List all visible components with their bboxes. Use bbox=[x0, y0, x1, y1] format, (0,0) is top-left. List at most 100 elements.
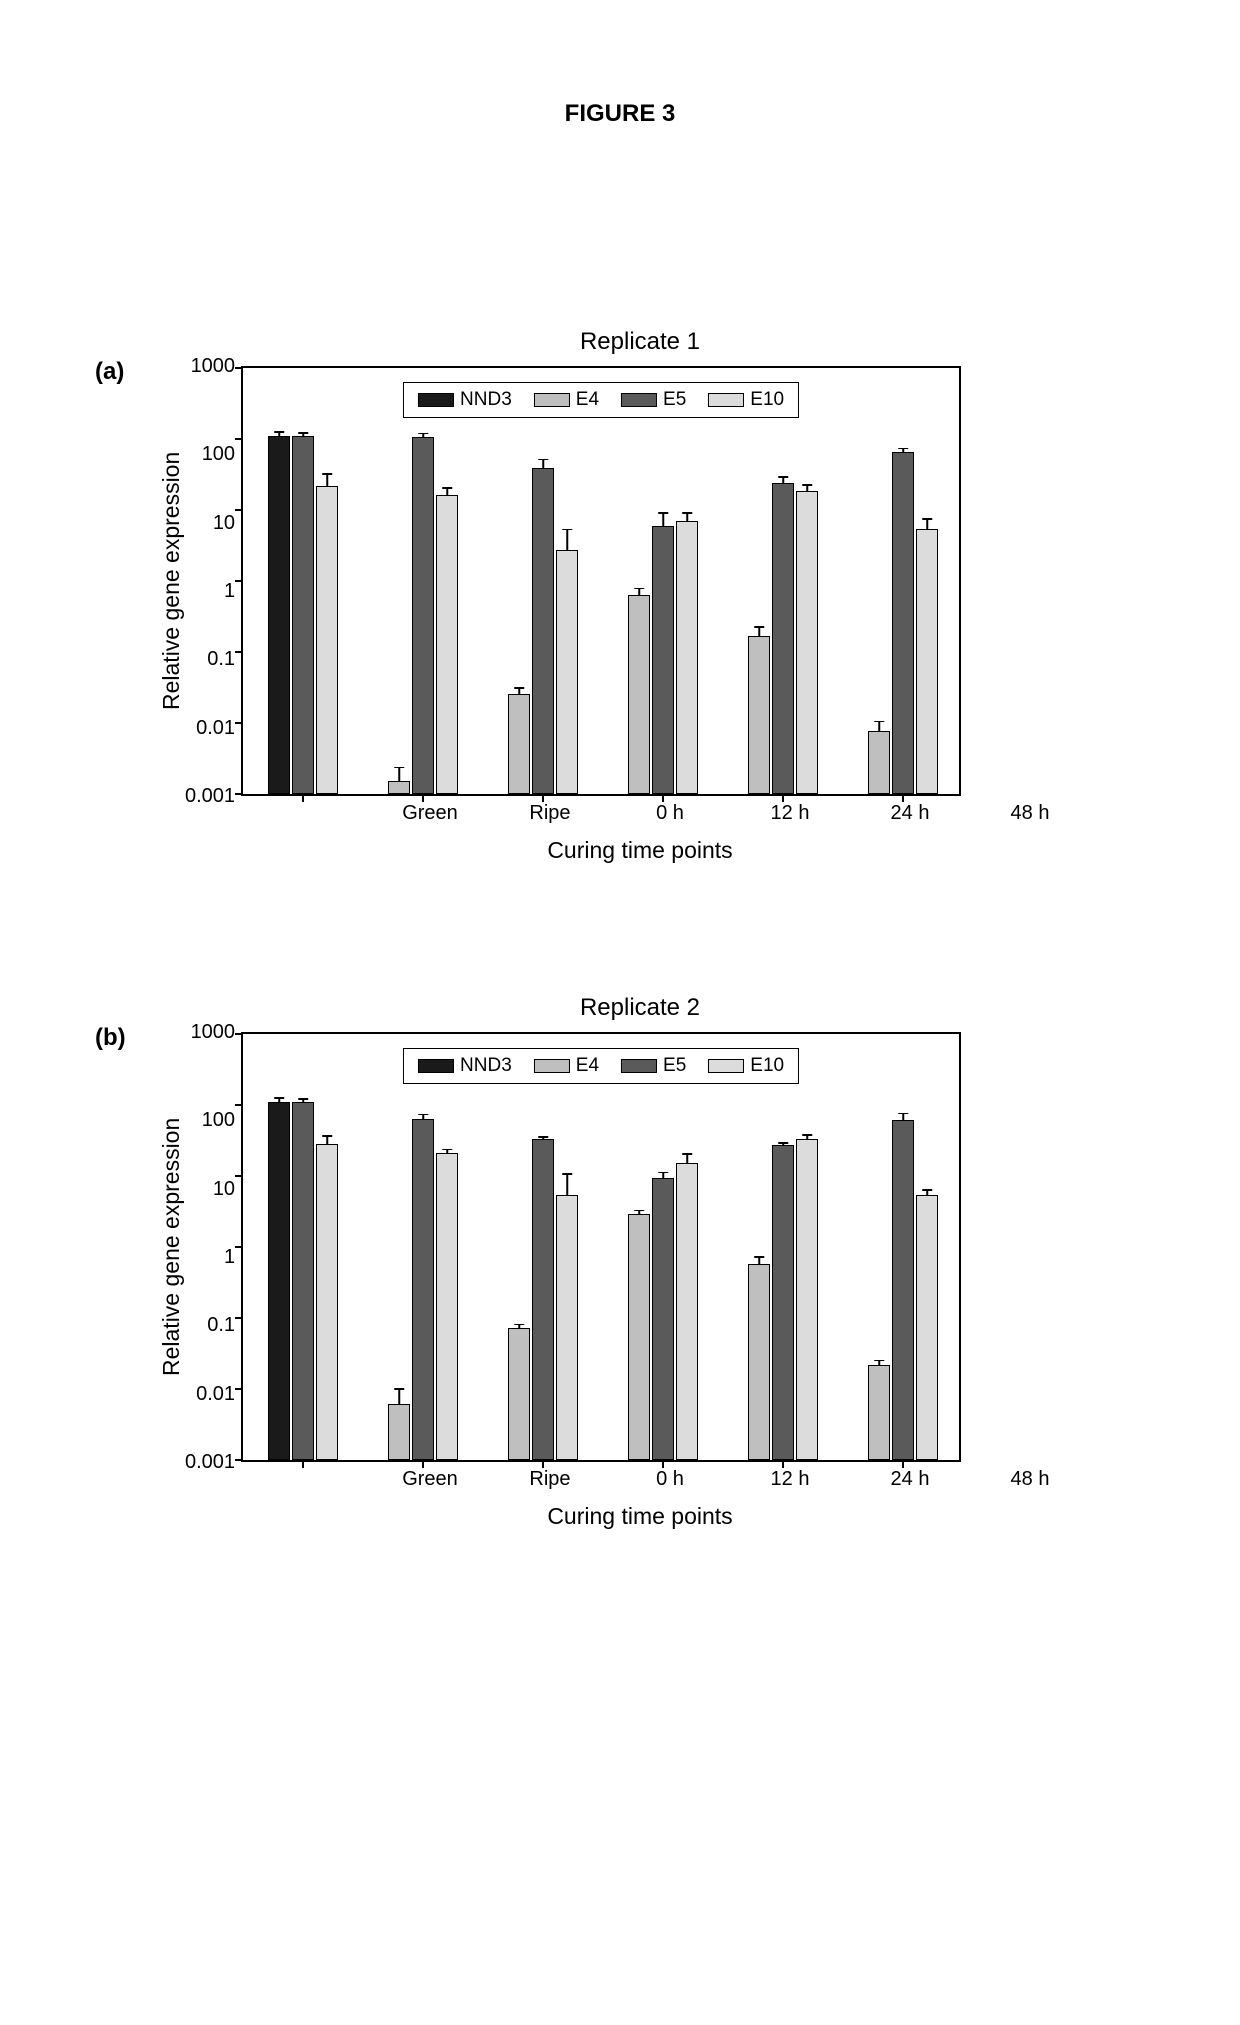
y-tick-label: 1 bbox=[224, 581, 235, 601]
bar bbox=[556, 1195, 578, 1460]
x-tick-labels: GreenRipe0 h12 h24 h48 h bbox=[370, 796, 1090, 825]
error-bar bbox=[278, 1098, 280, 1102]
y-tick-label: 1 bbox=[224, 1247, 235, 1267]
x-tick-label: 48 h bbox=[970, 796, 1090, 825]
bar bbox=[916, 529, 938, 794]
bar bbox=[628, 1214, 650, 1460]
x-tick-label: Ripe bbox=[490, 1462, 610, 1491]
bar bbox=[388, 781, 410, 794]
legend-swatch bbox=[418, 393, 454, 407]
error-bar bbox=[926, 519, 928, 529]
y-tick-label: 0.01 bbox=[196, 1384, 235, 1404]
legend-label: E10 bbox=[750, 389, 784, 411]
bar bbox=[508, 1328, 530, 1460]
error-bar bbox=[326, 1136, 328, 1144]
error-bar bbox=[782, 1143, 784, 1145]
x-axis-label: Curing time points bbox=[190, 1503, 1090, 1530]
bar bbox=[268, 1102, 290, 1460]
x-tick-label: 12 h bbox=[730, 1462, 850, 1491]
bar bbox=[652, 1178, 674, 1460]
legend: NND3 E4 E5 E10 bbox=[403, 382, 799, 418]
legend-label: E4 bbox=[576, 1055, 599, 1077]
bar-group bbox=[373, 437, 473, 794]
error-bar bbox=[302, 433, 304, 437]
bar bbox=[772, 483, 794, 794]
panel-label: (a) bbox=[95, 358, 124, 386]
bar-group bbox=[253, 436, 353, 794]
bar-group bbox=[733, 1139, 833, 1460]
error-bar bbox=[878, 1361, 880, 1366]
x-tick-label: Green bbox=[370, 796, 490, 825]
y-tick-label: 0.001 bbox=[185, 786, 235, 806]
error-bar bbox=[662, 1173, 664, 1180]
legend-swatch bbox=[621, 1059, 657, 1073]
legend-label: NND3 bbox=[460, 1055, 512, 1077]
bar bbox=[316, 1144, 338, 1460]
y-ticks: 10001001010.10.010.001 bbox=[185, 366, 241, 796]
bar bbox=[892, 452, 914, 794]
legend-item: E10 bbox=[708, 389, 784, 411]
legend-swatch bbox=[708, 393, 744, 407]
bar bbox=[268, 436, 290, 794]
bar-group bbox=[493, 1139, 593, 1460]
error-bar bbox=[398, 768, 400, 783]
y-axis-label: Relative gene expression bbox=[150, 366, 185, 796]
legend-swatch bbox=[534, 393, 570, 407]
error-bar bbox=[758, 627, 760, 637]
y-tick-label: 0.1 bbox=[207, 649, 235, 669]
bar bbox=[796, 491, 818, 794]
error-bar bbox=[758, 1257, 760, 1265]
error-bar bbox=[542, 1137, 544, 1140]
bar-group bbox=[613, 521, 713, 794]
plot-area: NND3 E4 E5 E10 bbox=[241, 366, 961, 796]
bar-group bbox=[733, 483, 833, 794]
y-tick-label: 1000 bbox=[191, 1022, 236, 1042]
error-bar bbox=[518, 1325, 520, 1329]
bar bbox=[436, 495, 458, 794]
legend-label: NND3 bbox=[460, 389, 512, 411]
legend-item: E10 bbox=[708, 1055, 784, 1077]
bar bbox=[748, 1264, 770, 1460]
legend-label: E5 bbox=[663, 1055, 686, 1077]
legend-item: E5 bbox=[621, 389, 686, 411]
y-tick-label: 10 bbox=[213, 513, 235, 533]
legend-label: E4 bbox=[576, 389, 599, 411]
error-bar bbox=[398, 1389, 400, 1405]
bar bbox=[916, 1195, 938, 1460]
x-tick-label: 24 h bbox=[850, 1462, 970, 1491]
error-bar bbox=[302, 1099, 304, 1103]
error-bar bbox=[926, 1190, 928, 1196]
bar-group bbox=[373, 1119, 473, 1460]
legend-label: E10 bbox=[750, 1055, 784, 1077]
bar bbox=[628, 595, 650, 794]
error-bar bbox=[638, 589, 640, 596]
error-bar bbox=[686, 513, 688, 521]
error-bar bbox=[686, 1154, 688, 1164]
bar bbox=[892, 1120, 914, 1460]
figure-title: FIGURE 3 bbox=[150, 100, 1090, 128]
bar-group bbox=[613, 1163, 713, 1460]
error-bar bbox=[518, 688, 520, 695]
bar bbox=[868, 731, 890, 794]
y-tick-label: 10 bbox=[213, 1179, 235, 1199]
legend-item: NND3 bbox=[418, 389, 512, 411]
y-tick-label: 100 bbox=[202, 444, 235, 464]
bar bbox=[508, 694, 530, 794]
plot-area: NND3 E4 E5 E10 bbox=[241, 1032, 961, 1462]
legend-item: E5 bbox=[621, 1055, 686, 1077]
legend-swatch bbox=[418, 1059, 454, 1073]
bar-group bbox=[253, 1102, 353, 1460]
legend-swatch bbox=[534, 1059, 570, 1073]
charts-container: (a)Replicate 1Relative gene expression10… bbox=[150, 328, 1090, 1530]
y-tick-label: 1000 bbox=[191, 356, 236, 376]
x-tick-label: Ripe bbox=[490, 796, 610, 825]
y-ticks: 10001001010.10.010.001 bbox=[185, 1032, 241, 1462]
bar-group bbox=[853, 452, 953, 794]
y-tick-label: 0.1 bbox=[207, 1315, 235, 1335]
y-tick-label: 0.001 bbox=[185, 1452, 235, 1472]
bar bbox=[316, 486, 338, 794]
bar-group bbox=[493, 468, 593, 794]
x-tick-labels: GreenRipe0 h12 h24 h48 h bbox=[370, 1462, 1090, 1491]
bar bbox=[772, 1145, 794, 1460]
chart-panel: (a)Replicate 1Relative gene expression10… bbox=[150, 328, 1090, 864]
